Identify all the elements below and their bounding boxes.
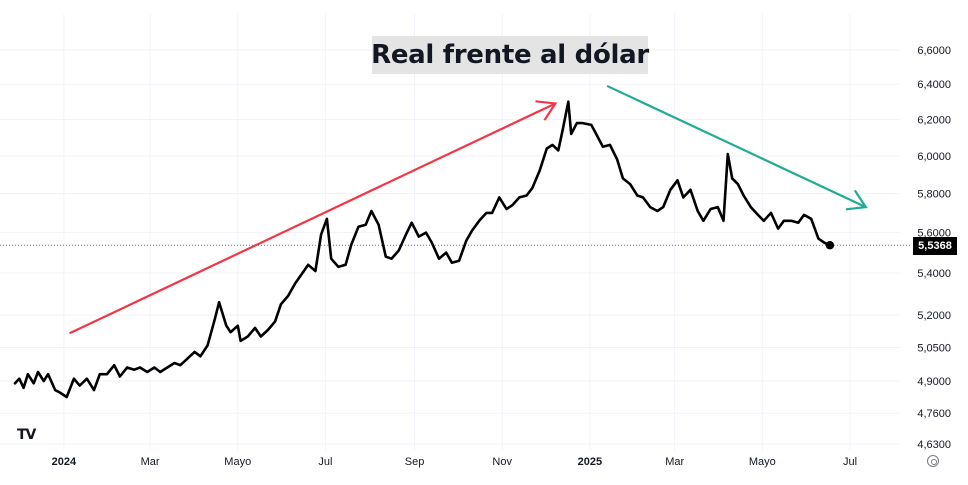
x-tick-label: Jul [318, 456, 332, 468]
y-tick-label: 4,9000 [917, 376, 951, 388]
last-point-marker [825, 241, 835, 250]
trend-arrows [69, 84, 868, 335]
x-tick-label: Nov [492, 456, 512, 468]
trend-arrow-shaft [69, 102, 556, 335]
y-tick-label: 4,7600 [917, 408, 951, 420]
y-tick-label: 6,0000 [917, 151, 951, 163]
x-tick-label: Mar [141, 456, 160, 468]
y-tick-label: 5,6000 [917, 228, 951, 240]
x-tick-label: Mar [665, 456, 684, 468]
x-tick-label: 2024 [52, 456, 77, 468]
y-tick-label: 6,6000 [917, 45, 951, 57]
y-tick-label: 6,4000 [917, 79, 951, 91]
chart-title: Real frente al dólar [371, 40, 649, 70]
x-axis: 2024 Mar Mayo Jul Sep Nov 2025 Mar Mayo Jul [52, 456, 857, 468]
y-tick-label: 5,2000 [917, 310, 951, 322]
x-tick-label: Mayo [749, 456, 776, 468]
x-tick-label: Jul [843, 456, 857, 468]
trend-arrow-head [845, 189, 868, 211]
series-layer [13, 100, 835, 399]
tradingview-logo: TV [17, 427, 36, 443]
y-tick-label: 6,2000 [917, 114, 951, 126]
chart-title-box: Real frente al dólar [371, 36, 649, 74]
series-line [13, 100, 832, 399]
trend-arrow-shaft [606, 84, 867, 209]
y-tick-label: 5,4000 [917, 268, 951, 280]
last-value-label: 5,5368 [913, 237, 957, 255]
y-tick-label: 4,6300 [917, 439, 951, 451]
trend-arrow-head [535, 100, 558, 121]
gear-icon[interactable] [927, 455, 939, 467]
y-tick-label: 5,8000 [917, 189, 951, 201]
x-tick-label: Sep [405, 456, 425, 468]
y-axis: 6,6000 6,4000 6,2000 6,0000 5,8000 5,6000 5,40… [917, 45, 951, 451]
gridlines [0, 14, 912, 450]
y-tick-label: 5,0500 [917, 342, 951, 354]
x-tick-label: Mayo [224, 456, 251, 468]
x-tick-label: 2025 [578, 456, 602, 468]
